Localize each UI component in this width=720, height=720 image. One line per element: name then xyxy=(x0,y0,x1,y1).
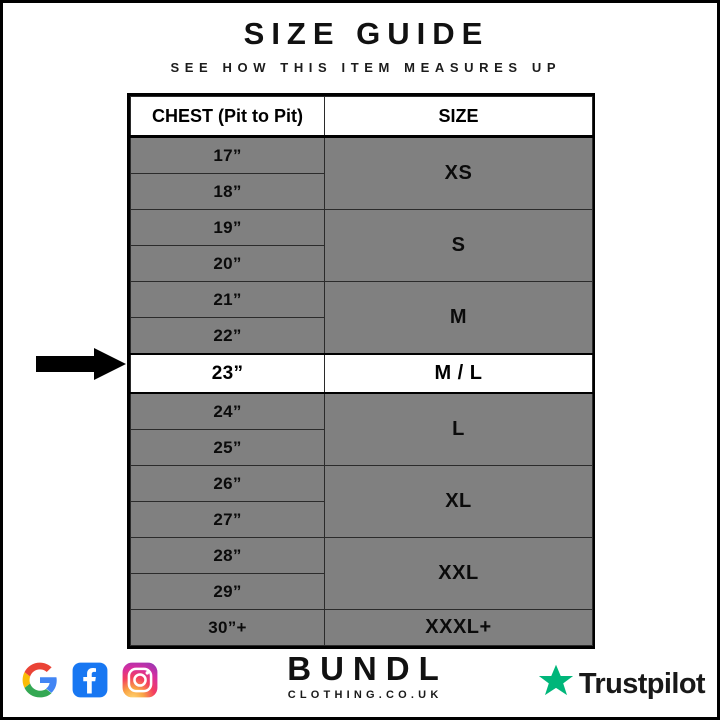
table-row[interactable]: 26” XL xyxy=(130,465,593,538)
page-title: SIZE GUIDE xyxy=(243,16,490,51)
chest-value: 26” xyxy=(130,465,325,502)
trustpilot-star-icon xyxy=(538,663,574,704)
column-header-size: SIZE xyxy=(324,96,593,138)
table-header-row: CHEST (Pit to Pit) SIZE xyxy=(130,96,593,138)
table-row[interactable]: 27” xyxy=(130,501,593,538)
footer: BUNDL CLOTHING.CO.UK Trustpilot xyxy=(3,643,720,719)
size-table-container: CHEST (Pit to Pit) SIZE 17” XS 18” 19” S xyxy=(127,93,595,649)
size-table: CHEST (Pit to Pit) SIZE 17” XS 18” 19” S xyxy=(130,96,593,646)
table-row[interactable]: 19” S xyxy=(130,209,593,282)
chest-value: 24” xyxy=(130,392,325,430)
page-subtitle: SEE HOW THIS ITEM MEASURES UP xyxy=(170,60,562,75)
table-row[interactable]: 29” xyxy=(130,573,593,610)
chest-value: 25” xyxy=(130,429,325,466)
table-row[interactable]: 20” xyxy=(130,245,593,282)
google-icon[interactable] xyxy=(21,661,59,699)
chest-value: 28” xyxy=(130,537,325,574)
size-value: XXL xyxy=(324,537,593,610)
instagram-icon[interactable] xyxy=(121,661,159,699)
size-value: XXXL+ xyxy=(324,609,593,646)
chest-value: 20” xyxy=(130,245,325,282)
facebook-icon[interactable] xyxy=(71,661,109,699)
chest-value: 19” xyxy=(130,209,325,246)
table-row[interactable]: 21” M xyxy=(130,281,593,355)
table-row[interactable]: 30”+ XXXL+ xyxy=(130,609,593,646)
size-value: S xyxy=(324,209,593,282)
chest-value: 30”+ xyxy=(130,609,325,646)
table-body: 17” XS 18” 19” S 20” 21” M xyxy=(130,136,593,646)
arrow-right-icon xyxy=(36,348,126,380)
table-row[interactable]: 18” xyxy=(130,173,593,210)
trustpilot-text: Trustpilot xyxy=(578,667,706,700)
table-header: CHEST (Pit to Pit) SIZE xyxy=(130,96,593,138)
column-header-chest: CHEST (Pit to Pit) xyxy=(130,96,325,138)
brand-logo: BUNDL CLOTHING.CO.UK xyxy=(3,651,720,702)
chest-value: 22” xyxy=(130,317,325,355)
chest-value: 27” xyxy=(130,501,325,538)
chest-value: 21” xyxy=(130,281,325,318)
brand-subtitle: CLOTHING.CO.UK xyxy=(287,689,443,701)
table-row-highlighted[interactable]: 23” M / L xyxy=(130,353,593,394)
brand-name: BUNDL xyxy=(287,650,448,687)
table-row[interactable]: 25” xyxy=(130,429,593,466)
size-value: M xyxy=(324,281,593,355)
table-row[interactable]: 24” L xyxy=(130,392,593,466)
table-row[interactable]: 28” XXL xyxy=(130,537,593,610)
chest-value: 29” xyxy=(130,573,325,610)
size-value: XL xyxy=(324,465,593,538)
size-value: XS xyxy=(324,136,593,210)
header: SIZE GUIDE SEE HOW THIS ITEM MEASURES UP xyxy=(3,17,720,76)
social-icons xyxy=(21,661,159,699)
chest-value-selected: 23” xyxy=(130,353,325,394)
chest-value: 17” xyxy=(130,136,325,174)
table-row[interactable]: 17” XS xyxy=(130,136,593,210)
chest-value: 18” xyxy=(130,173,325,210)
size-value: L xyxy=(324,392,593,466)
trustpilot-logo[interactable]: Trustpilot xyxy=(538,663,706,704)
size-value-selected: M / L xyxy=(324,353,593,394)
